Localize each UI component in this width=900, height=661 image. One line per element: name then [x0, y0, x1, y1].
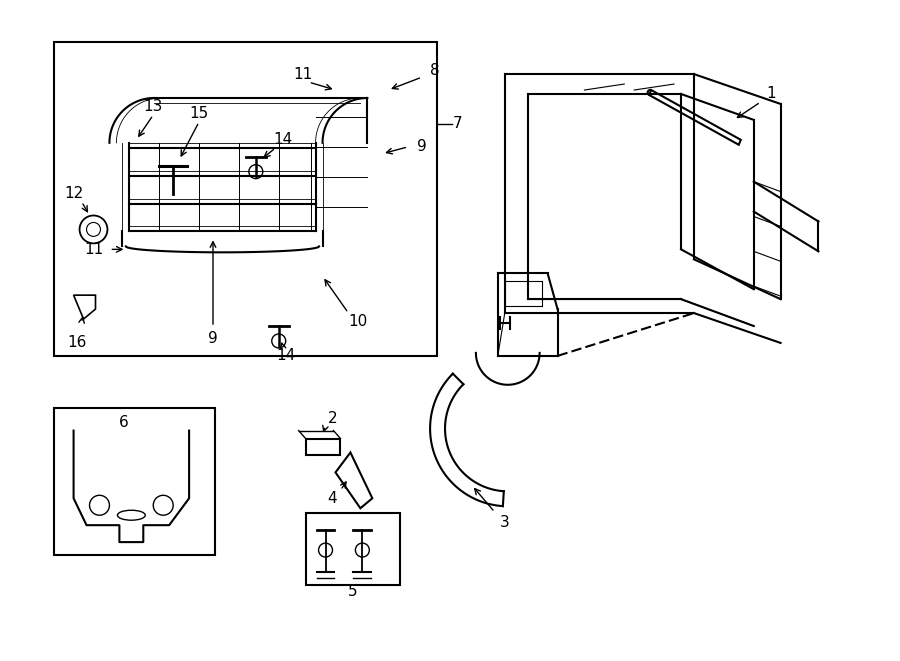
Bar	[54, 42, 437, 356]
Text: 8: 8	[430, 63, 440, 77]
Text: 3: 3	[500, 515, 509, 529]
Text: 9: 9	[208, 331, 218, 346]
Text: 7: 7	[454, 116, 463, 132]
Bar	[306, 513, 400, 585]
Text: 2: 2	[328, 411, 338, 426]
Text: 14: 14	[273, 132, 292, 147]
Text: 16: 16	[67, 335, 86, 350]
Text: 13: 13	[144, 99, 163, 114]
Text: 10: 10	[349, 313, 368, 329]
Text: 9: 9	[418, 139, 427, 154]
Text: 5: 5	[347, 584, 357, 600]
Text: 12: 12	[64, 186, 83, 201]
Text: 14: 14	[276, 348, 295, 364]
Text: 15: 15	[189, 106, 209, 122]
Text: 6: 6	[119, 415, 129, 430]
Text: 11: 11	[84, 242, 104, 257]
Text: 1: 1	[766, 87, 776, 102]
Text: 11: 11	[293, 67, 312, 81]
Bar	[54, 408, 215, 555]
Text: 4: 4	[328, 490, 338, 506]
